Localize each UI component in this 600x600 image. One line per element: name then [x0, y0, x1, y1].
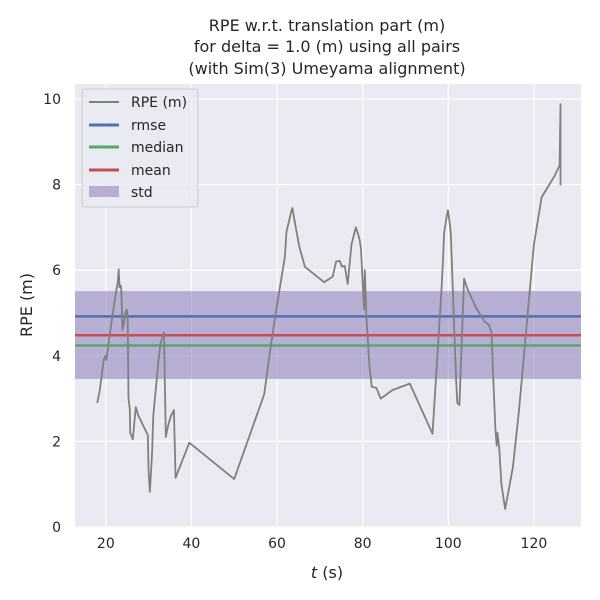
- legend-label-mean: mean: [131, 163, 171, 179]
- chart-title-line-1: RPE w.r.t. translation part (m): [209, 16, 445, 35]
- x-axis-label-unit: (s): [317, 563, 343, 582]
- x-tick-label: 20: [97, 536, 115, 552]
- legend-label-rpe: RPE (m): [131, 95, 187, 111]
- x-tick-label: 40: [183, 536, 201, 552]
- legend-label-rmse: rmse: [131, 118, 166, 134]
- y-tick-label: 10: [43, 92, 61, 108]
- x-tick-label: 60: [268, 536, 286, 552]
- statistic-lines: [75, 315, 581, 347]
- x-axis-label-symbol: t: [311, 563, 318, 582]
- legend-box: [81, 88, 199, 208]
- legend-label-std: std: [131, 185, 153, 201]
- x-tick-label: 100: [435, 536, 462, 552]
- y-tick-label: 8: [52, 178, 61, 194]
- rpe-series-layer: [96, 103, 562, 510]
- y-tick-label: 4: [52, 349, 61, 365]
- legend-swatch-std: [89, 186, 119, 197]
- chart-title-line-3: (with Sim(3) Umeyama alignment): [188, 59, 465, 78]
- x-axis-label: t (s): [311, 563, 343, 582]
- chart-title-line-2: for delta = 1.0 (m) using all pairs: [194, 37, 460, 56]
- tick-labels: 20 40 60 80 100 120 0 2 4 6 8 10: [43, 92, 547, 552]
- legend-label-median: median: [131, 140, 183, 156]
- y-axis-label: RPE (m): [17, 273, 36, 337]
- x-tick-label: 120: [521, 536, 548, 552]
- y-tick-label: 0: [52, 520, 61, 536]
- y-tick-label: 6: [52, 263, 61, 279]
- rpe-series-line: [96, 103, 562, 510]
- legend: RPE (m) rmse median mean std: [81, 88, 199, 208]
- x-tick-label: 80: [354, 536, 372, 552]
- y-tick-label: 2: [52, 434, 61, 450]
